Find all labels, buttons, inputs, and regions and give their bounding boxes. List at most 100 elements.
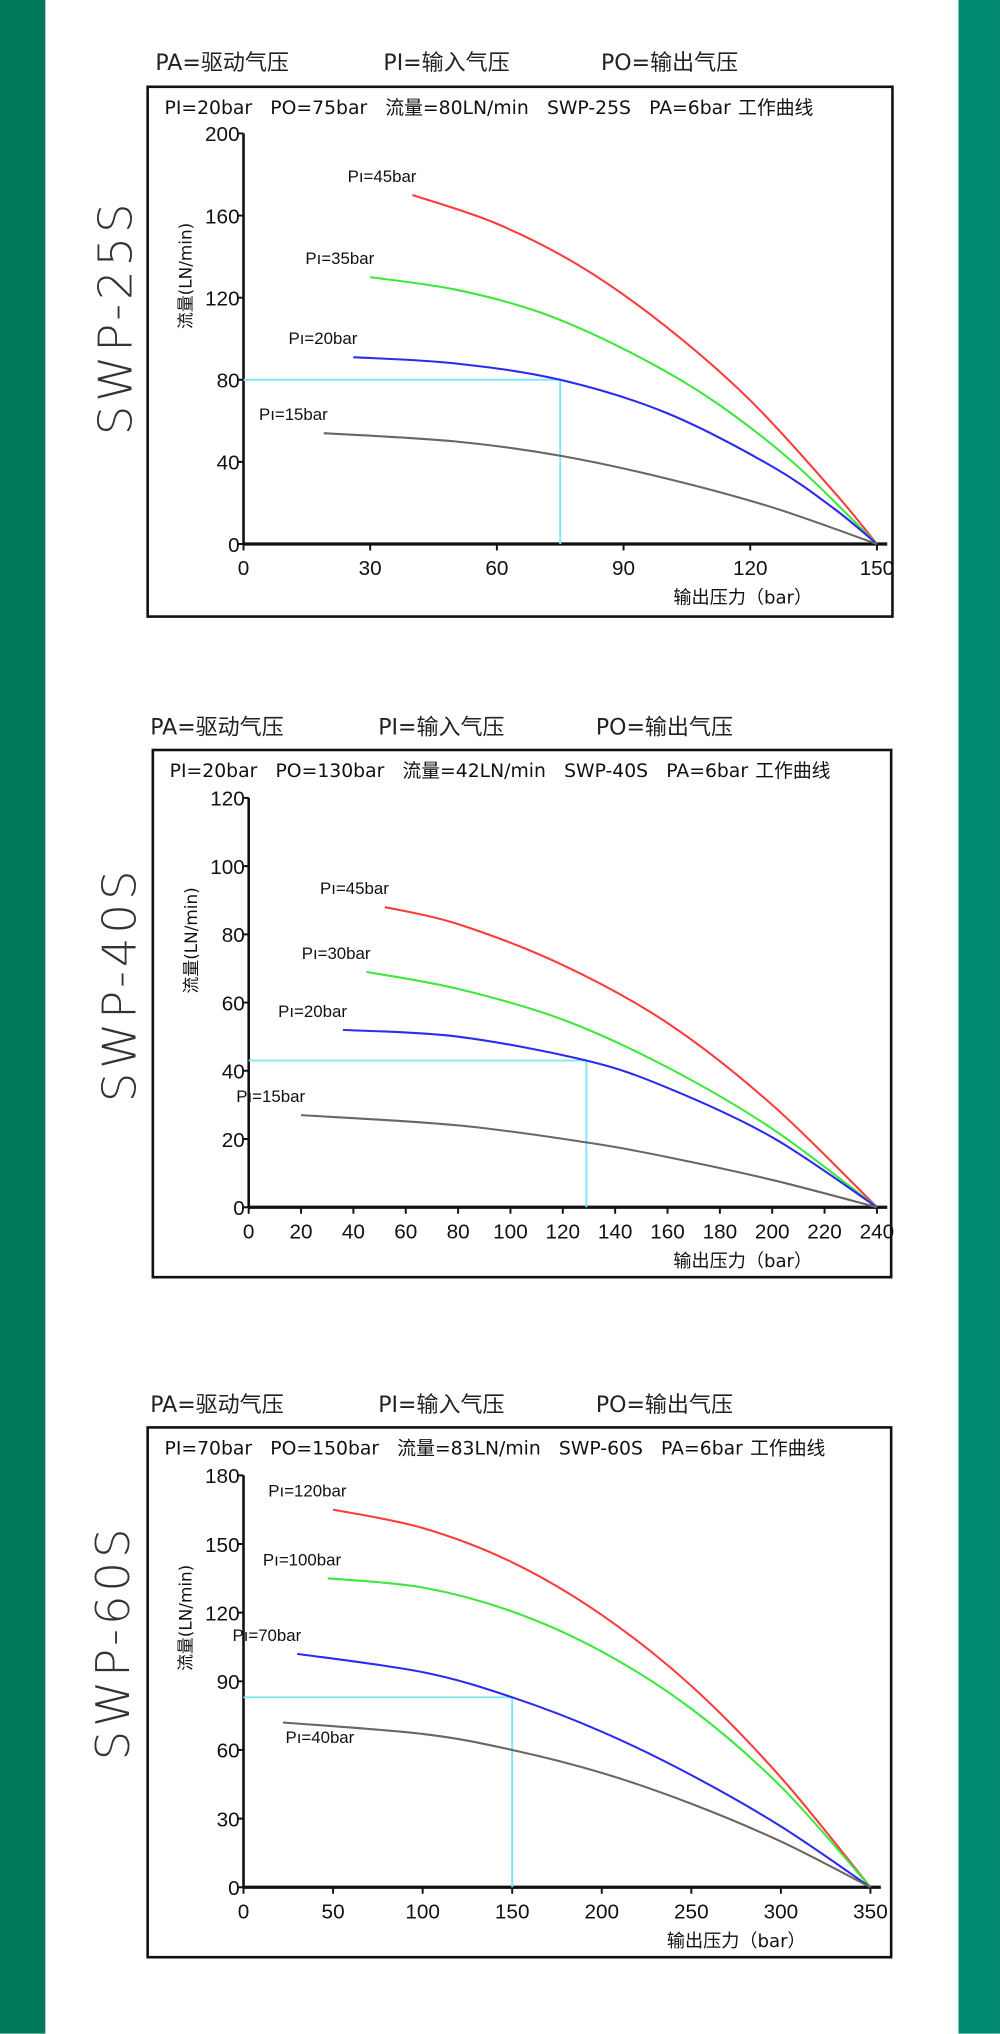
y-tick-label: 200: [205, 123, 240, 146]
y-tick-label: 80: [222, 924, 245, 947]
subtitle-item: SWP-40S: [564, 761, 649, 783]
series-line: [300, 1114, 878, 1209]
series-label: Pı=40bar: [286, 1728, 355, 1747]
y-axis-title: 流量(LN/min): [176, 223, 196, 329]
x-axis-title: 输出压力（bar）: [667, 1931, 806, 1952]
y-tick-label: 120: [210, 788, 245, 811]
x-tick-label: 220: [807, 1220, 842, 1243]
y-tick-label: 120: [205, 287, 240, 310]
series-label: Pı=120bar: [268, 1482, 347, 1501]
legend-item: PO=输出气压: [601, 50, 739, 77]
y-tick-label: 40: [222, 1061, 245, 1084]
series-line: [342, 1028, 878, 1209]
y-axis-title: 流量(LN/min): [181, 887, 201, 993]
series-label: Pı=45bar: [320, 879, 389, 898]
x-tick-label: 50: [322, 1900, 345, 1923]
series-label: Pı=100bar: [263, 1550, 342, 1569]
chart-plot: 0 30 60 90 120 150 180 0 50 100 150 200 250 300 350 输出压…: [176, 1465, 888, 1952]
y-tick-label: 60: [217, 1740, 240, 1763]
legend-item: PA=驱动气压: [150, 715, 284, 741]
subtitle-item: 流量=42LN/min: [402, 761, 546, 783]
series-line: [353, 356, 878, 545]
x-tick-label: 20: [290, 1220, 313, 1243]
chart-subtitle: PI=70bar PO=150bar 流量=83LN/min SWP-60S PA=6b…: [165, 1434, 844, 1461]
chart-plot: 0 40 80 120 160 200 0 30 60 90 120 150 输出压力（bar） 流量(L…: [176, 123, 895, 608]
x-tick-label: 40: [342, 1220, 365, 1243]
series-label: Pı=15bar: [236, 1087, 305, 1106]
x-tick-label: 30: [359, 557, 382, 580]
left-green-border: [0, 0, 46, 2034]
series-label: Pı=20bar: [289, 329, 358, 348]
subtitle-item: PA=6bar 工作曲线: [666, 761, 831, 783]
series-line: [370, 276, 878, 545]
subtitle-item: 流量=83LN/min: [397, 1439, 541, 1460]
x-tick-label: 0: [238, 557, 250, 580]
model-title: SWP-60S: [87, 1524, 141, 1761]
series-label: Pı=20bar: [278, 1002, 347, 1021]
x-tick-label: 350: [853, 1900, 888, 1923]
subtitle-item: SWP-60S: [558, 1439, 643, 1460]
x-tick-label: 200: [584, 1900, 619, 1923]
series-label: Pı=35bar: [305, 249, 374, 268]
series-line: [282, 1721, 871, 1889]
model-title: SWP-25S: [90, 199, 144, 436]
x-tick-label: 0: [243, 1220, 255, 1243]
y-tick-label: 0: [228, 1877, 240, 1900]
series-line: [412, 194, 878, 545]
x-tick-label: 200: [755, 1220, 790, 1243]
x-tick-label: 0: [238, 1900, 250, 1923]
series-line: [384, 906, 878, 1208]
model-title: SWP-40S: [93, 866, 148, 1103]
subtitle-item: PA=6bar 工作曲线: [649, 98, 814, 120]
y-axis-title: 流量(LN/min): [176, 1565, 196, 1671]
x-tick-label: 150: [495, 1900, 530, 1923]
y-tick-label: 30: [217, 1808, 240, 1831]
chart-frame: PI=20bar PO=75bar 流量=80LN/min SWP-25S PA=6ba…: [146, 85, 895, 618]
y-tick-label: 160: [205, 205, 240, 228]
series-line: [323, 432, 878, 546]
y-tick-label: 60: [222, 992, 245, 1015]
x-tick-label: 250: [674, 1900, 709, 1923]
x-tick-label: 140: [598, 1220, 633, 1243]
series-label: Pı=15bar: [259, 405, 328, 424]
x-tick-label: 120: [546, 1220, 581, 1243]
x-tick-label: 240: [860, 1220, 895, 1243]
x-axis-title: 输出压力（bar）: [673, 1251, 812, 1272]
series-label: Pı=70bar: [232, 1626, 301, 1645]
x-tick-label: 180: [703, 1220, 738, 1243]
series-line: [366, 970, 878, 1209]
series-line: [297, 1652, 872, 1889]
y-tick-label: 20: [222, 1129, 245, 1152]
x-tick-label: 300: [764, 1900, 799, 1923]
chart-plot: 0 20 40 60 80 100 120 0 20 40 60 80 100 120 140 160 180 2…: [181, 788, 895, 1272]
subtitle-item: 流量=80LN/min: [385, 98, 529, 120]
y-tick-label: 0: [233, 1197, 245, 1220]
subtitle-item: PO=130bar: [275, 761, 385, 783]
series-label: Pı=45bar: [348, 167, 417, 186]
subtitle-item: SWP-25S: [546, 98, 631, 120]
subtitle-item: PA=6bar 工作曲线: [661, 1439, 826, 1460]
chart-subtitle: PI=20bar PO=75bar 流量=80LN/min SWP-25S PA=6ba…: [165, 93, 832, 120]
chart-frame: PI=20bar PO=130bar 流量=42LN/min SWP-40S PA=6b…: [151, 748, 895, 1279]
x-tick-label: 90: [612, 557, 635, 580]
legend-item: PO=输出气压: [595, 715, 733, 741]
x-tick-label: 80: [447, 1220, 470, 1243]
x-tick-label: 150: [860, 557, 895, 580]
subtitle-item: PI=20bar: [169, 761, 258, 783]
x-tick-label: 60: [394, 1220, 417, 1243]
subtitle-item: PI=20bar: [164, 98, 253, 120]
series-label: Pı=30bar: [302, 944, 371, 963]
chart-frame: PI=70bar PO=150bar 流量=83LN/min SWP-60S PA=6b…: [146, 1426, 893, 1959]
legend-item: PA=驱动气压: [155, 50, 289, 77]
y-tick-label: 120: [205, 1602, 240, 1625]
y-tick-label: 80: [217, 370, 240, 393]
right-green-border: [958, 0, 1000, 2034]
x-tick-label: 60: [485, 557, 508, 580]
y-tick-label: 180: [205, 1465, 240, 1488]
series-line: [327, 1577, 872, 1888]
y-tick-label: 100: [210, 856, 245, 879]
y-tick-label: 90: [217, 1671, 240, 1694]
y-tick-label: 0: [228, 534, 240, 557]
legend-item: PI=输入气压: [383, 50, 510, 77]
